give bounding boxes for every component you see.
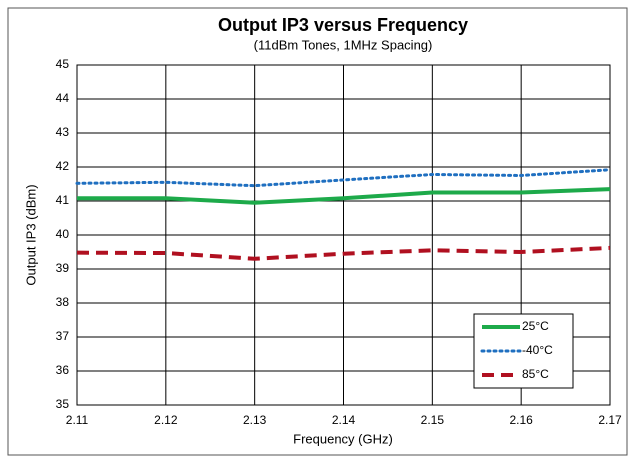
y-tick-label: 44 — [56, 91, 70, 105]
x-tick-label: 2.12 — [154, 413, 178, 427]
x-tick-label: 2.11 — [66, 413, 89, 427]
series-line — [77, 187, 611, 205]
x-tick-label: 2.16 — [509, 413, 533, 427]
y-tick-label: 38 — [56, 295, 70, 309]
chart-subtitle: (11dBm Tones, 1MHz Spacing) — [254, 37, 433, 52]
y-tick-label: 41 — [56, 193, 70, 207]
y-axis-label: Output IP3 (dBm) — [23, 184, 38, 285]
y-tick-label: 36 — [56, 363, 70, 377]
legend-label: 25°C — [522, 319, 549, 333]
y-tick-label: 37 — [56, 329, 70, 343]
x-tick-label: 2.13 — [243, 413, 267, 427]
x-axis-label: Frequency (GHz) — [293, 431, 393, 446]
y-tick-label: 35 — [56, 397, 70, 411]
x-tick-label: 2.15 — [421, 413, 445, 427]
y-tick-label: 43 — [56, 125, 70, 139]
chart-title: Output IP3 versus Frequency — [218, 15, 468, 35]
y-tick-label: 42 — [56, 159, 70, 173]
x-tick-label: 2.14 — [332, 413, 356, 427]
y-tick-label: 40 — [56, 227, 70, 241]
series-line — [76, 245, 611, 261]
y-tick-label: 45 — [56, 57, 70, 71]
x-tick-label: 2.17 — [598, 413, 622, 427]
y-tick-label: 39 — [56, 261, 70, 275]
legend-label: 85°C — [522, 367, 549, 381]
legend-label: -40°C — [522, 343, 553, 357]
series-line — [75, 168, 612, 188]
